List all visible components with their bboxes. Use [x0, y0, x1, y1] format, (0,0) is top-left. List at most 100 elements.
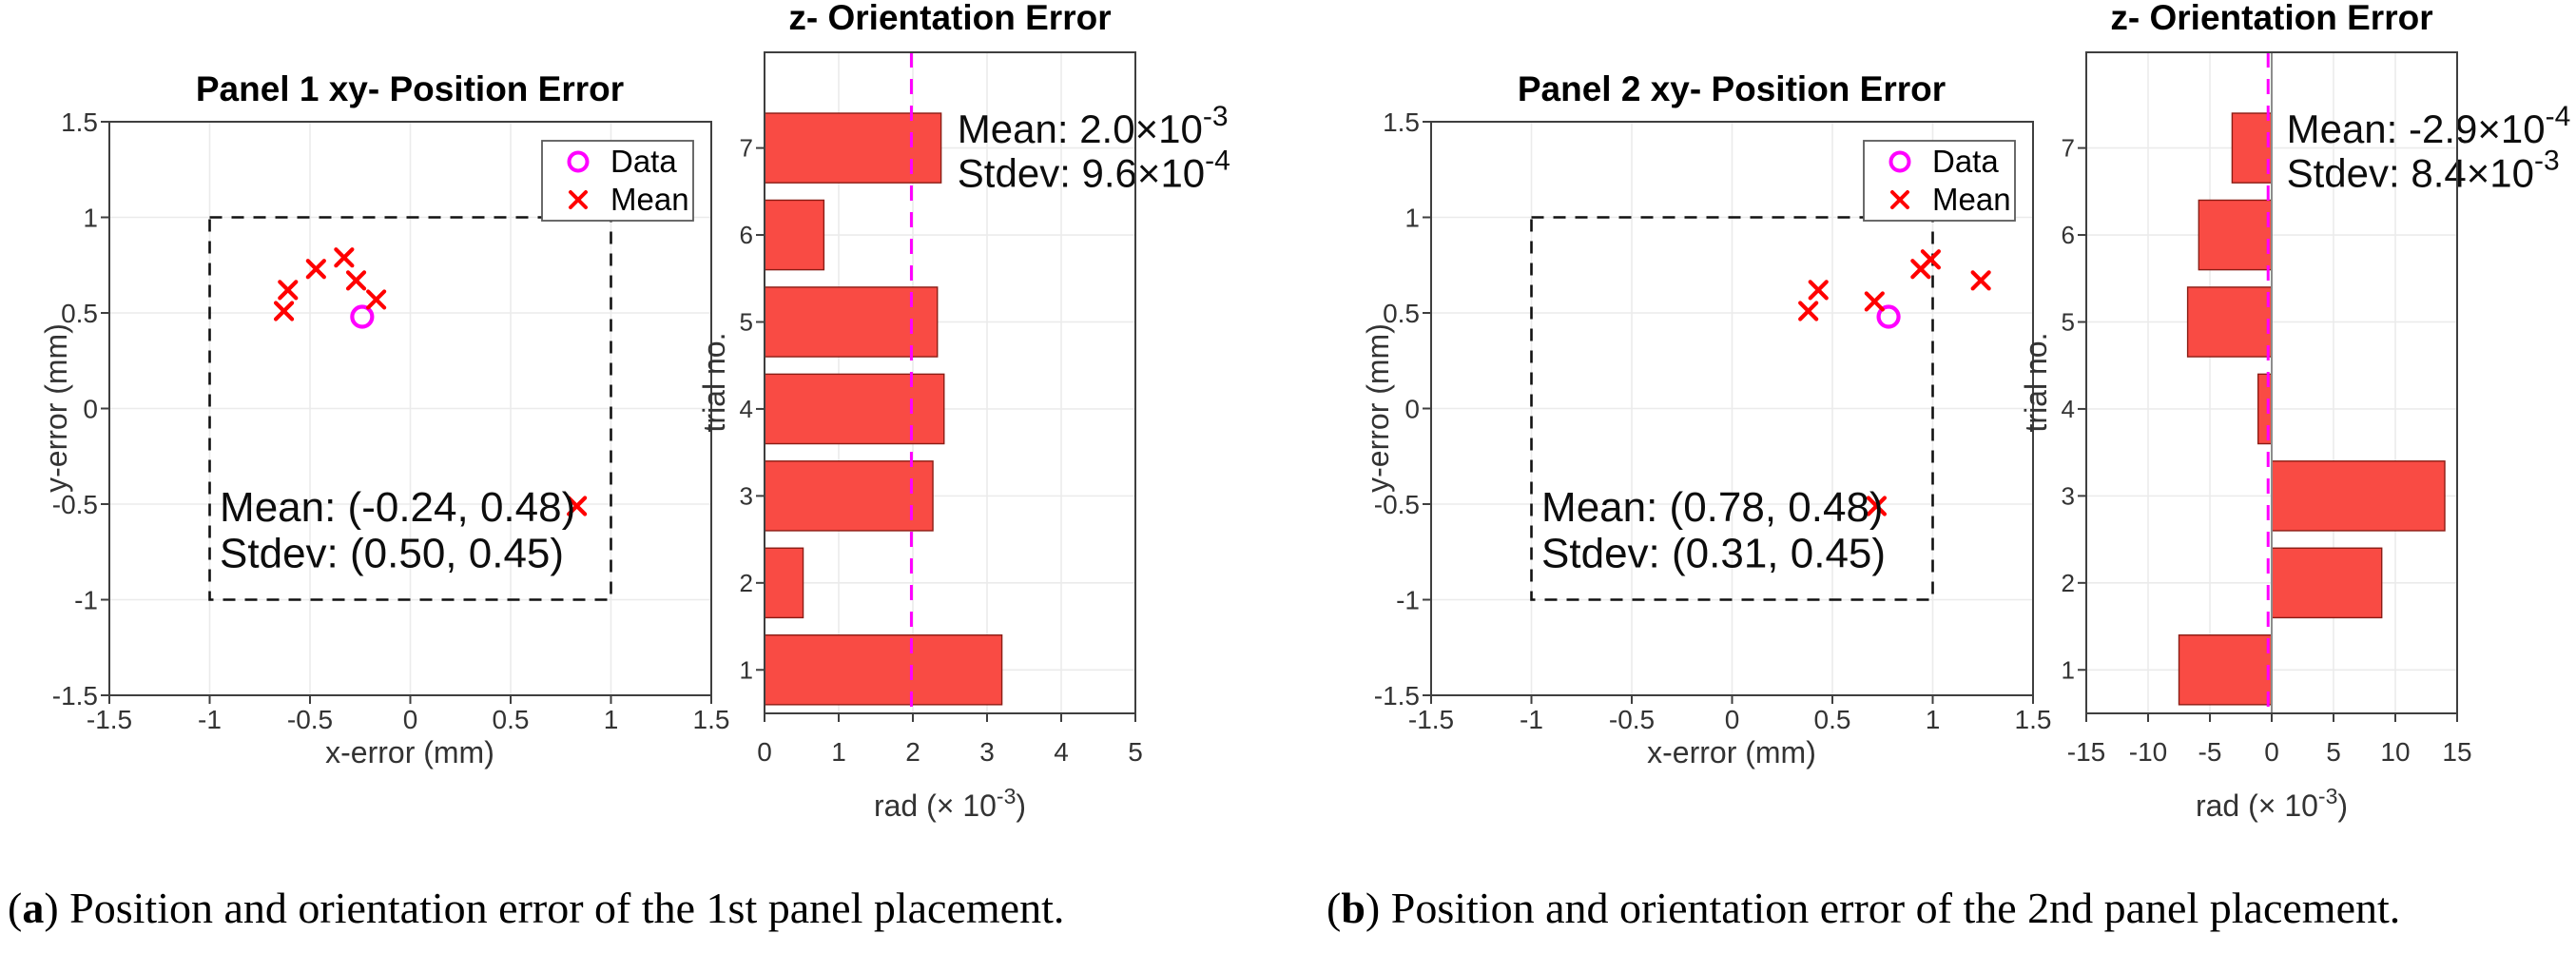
mean-x-marker: [273, 301, 295, 321]
bar-trial-4: [764, 373, 945, 445]
x-axis-label: x-error (mm): [325, 735, 494, 769]
x-tick-label: -1.5: [1408, 705, 1454, 734]
x-tick-label: 0.5: [493, 705, 530, 734]
x-tick-label: 5: [1128, 737, 1143, 767]
bar-trial-7: [764, 112, 942, 184]
annotation-stats-text: Mean: (-0.24, 0.48): [220, 484, 575, 531]
x-tick-label: 1: [1926, 705, 1941, 734]
y-axis-label: y-error (mm): [39, 323, 73, 493]
mean-x-marker: [1920, 249, 1941, 270]
bar-trial-1: [764, 633, 1003, 706]
bar-trial-5: [2186, 286, 2273, 358]
y-tick-label: -0.5: [52, 490, 98, 519]
tolerance-dashed-box: [208, 216, 612, 601]
data-circle-marker: [350, 304, 375, 329]
chart-title: Panel 1 xy- Position Error: [196, 69, 624, 108]
legend-data-marker-icon: [1888, 150, 1911, 173]
y-tick-label: 1: [1404, 204, 1420, 233]
annotation-stats-text: Stdev: 8.4×10-3: [2287, 146, 2560, 196]
mean-x-marker: [334, 247, 355, 268]
x-tick-label: -10: [2129, 737, 2167, 767]
y-tick-label: 1.5: [61, 107, 98, 137]
y-tick-label: -1: [1396, 586, 1420, 615]
data-circle-marker: [1876, 304, 1901, 329]
legend-mean-marker-icon: [569, 190, 588, 209]
annotation-stats-text: Stdev: (0.31, 0.45): [1541, 530, 1886, 576]
y-tick-label: 7: [2062, 134, 2075, 163]
x-tick-label: 1.5: [2015, 705, 2052, 734]
bar-trial-4: [2256, 373, 2273, 445]
chart-title: z- Orientation Error: [2110, 0, 2432, 37]
x-axis-label: x-error (mm): [1647, 735, 1816, 769]
mean-x-marker: [567, 496, 588, 516]
x-tick-label: 4: [1054, 737, 1069, 767]
bar-trial-6: [764, 199, 825, 271]
y-tick-label: 4: [740, 395, 753, 423]
mean-x-marker: [1798, 301, 1819, 321]
x-tick-label: -15: [2067, 737, 2105, 767]
caption-a-open: (: [8, 884, 23, 932]
x-tick-label: 10: [2380, 737, 2410, 767]
chart-title: z- Orientation Error: [788, 0, 1111, 37]
x-tick-label: 0.5: [1814, 705, 1851, 734]
x-axis-label: rad (× 10-3): [874, 784, 1026, 823]
chart-title: Panel 2 xy- Position Error: [1518, 69, 1946, 108]
y-tick-label: -1: [74, 586, 98, 615]
y-tick-label: 1: [83, 204, 98, 233]
x-tick-label: -0.5: [287, 705, 333, 734]
bar-trial-3: [764, 460, 934, 532]
mean-x-marker: [1970, 270, 1991, 291]
y-axis-label: y-error (mm): [1361, 323, 1395, 493]
legend-label-data: Data: [610, 144, 677, 179]
x-tick-label: 3: [979, 737, 995, 767]
y-tick-label: -0.5: [1374, 490, 1420, 519]
mean-x-marker: [278, 280, 299, 301]
mean-x-marker: [305, 259, 326, 280]
x-tick-label: 0: [403, 705, 418, 734]
y-tick-label: 1: [740, 655, 753, 684]
y-tick-label: 3: [2062, 481, 2075, 510]
x-tick-label: 15: [2442, 737, 2471, 767]
caption-b: (b) Position and orientation error of th…: [1327, 883, 2400, 933]
x-tick-label: 5: [2326, 737, 2341, 767]
legend-box: [1863, 140, 2016, 222]
y-tick-label: 6: [2062, 221, 2075, 249]
x-tick-label: -5: [2198, 737, 2222, 767]
mean-x-marker: [1864, 291, 1885, 312]
x-tick-label: -0.5: [1609, 705, 1655, 734]
legend-label-mean: Mean: [1932, 182, 2011, 217]
y-tick-label: 3: [740, 481, 753, 510]
mean-x-marker: [366, 289, 387, 310]
legend-data-marker-icon: [567, 150, 590, 173]
y-tick-label: 0: [1404, 395, 1420, 424]
caption-a-letter: a: [22, 884, 45, 932]
y-tick-label: 5: [2062, 307, 2075, 336]
bar-trial-2: [764, 547, 804, 619]
annotation-stats-text: Mean: 2.0×10-3: [958, 101, 1229, 151]
x-tick-label: 0: [1725, 705, 1740, 734]
axes-box: [764, 51, 1136, 714]
panel1-xy-position-error-chart: Mean: (-0.24, 0.48)Stdev: (0.50, 0.45) -1…: [39, 69, 729, 769]
annotation-stats-text: Stdev: (0.50, 0.45): [220, 530, 564, 576]
x-tick-label: 2: [905, 737, 920, 767]
y-tick-label: 2: [740, 569, 753, 597]
mean-x-marker: [1808, 280, 1829, 301]
x-tick-label: 1.5: [693, 705, 730, 734]
bar-trial-3: [2271, 460, 2446, 532]
x-tick-label: 1: [831, 737, 846, 767]
y-tick-label: -1.5: [1374, 681, 1420, 711]
annotation-stats-text: Stdev: 9.6×10-4: [958, 146, 1230, 196]
annotation-stats-text: Mean: (0.78, 0.48): [1541, 484, 1884, 531]
legend-mean-marker-icon: [1890, 190, 1909, 209]
x-axis-label: rad (× 10-3): [2196, 784, 2348, 823]
legend-box: [541, 140, 694, 222]
bar-trial-6: [2198, 199, 2273, 271]
bar-trial-5: [764, 286, 939, 358]
mean-x-marker: [1866, 496, 1888, 516]
y-tick-label: 6: [740, 221, 753, 249]
bar-trial-7: [2231, 112, 2273, 184]
y-tick-label: 2: [2062, 569, 2075, 597]
